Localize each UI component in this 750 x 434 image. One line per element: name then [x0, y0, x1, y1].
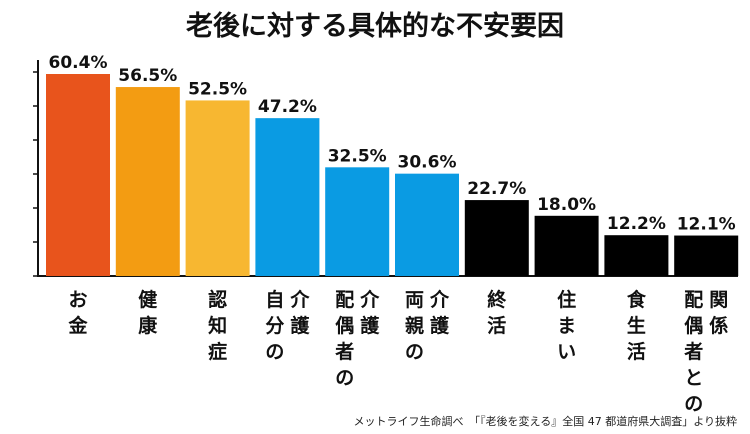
category-char: い [557, 341, 576, 363]
category-char: 分 [265, 315, 284, 337]
category-char: 認 [208, 288, 227, 311]
category-char: 金 [67, 314, 88, 337]
value-label-9: 12.2% [607, 214, 666, 234]
value-label-1: 60.4% [49, 53, 108, 73]
category-label-9: 食生活 [627, 288, 647, 363]
category-char: 食 [627, 288, 647, 311]
category-char: 活 [627, 340, 646, 363]
category-char: お [68, 289, 87, 311]
category-char: の [684, 393, 703, 415]
category-label-1: お金 [67, 289, 88, 337]
category-char: 護 [430, 314, 450, 337]
category-char: 康 [138, 314, 158, 337]
bar-10 [674, 235, 739, 276]
category-char: 関 [709, 289, 728, 311]
bar-8 [534, 215, 599, 276]
category-label-7: 終活 [487, 288, 507, 337]
bar-6 [395, 173, 459, 276]
category-char: 偶 [335, 314, 354, 337]
value-label-10: 12.1% [677, 215, 736, 235]
category-char: 係 [709, 314, 728, 337]
category-char: 配 [335, 289, 354, 311]
bar-1 [46, 74, 110, 276]
category-char: 終 [487, 288, 507, 311]
category-char: ま [557, 315, 576, 337]
value-label-4: 47.2% [258, 97, 317, 117]
category-char: と [684, 367, 703, 389]
category-char: の [335, 367, 354, 389]
bar-9 [604, 235, 669, 276]
category-char: 護 [290, 314, 310, 337]
category-label-3: 認知症 [208, 288, 227, 363]
category-char: 健 [138, 288, 157, 311]
category-char: 活 [487, 314, 506, 337]
category-char: の [265, 341, 284, 363]
chart-title: 老後に対する具体的な不安要因 [186, 10, 564, 42]
value-label-8: 18.0% [537, 195, 596, 215]
category-char: 住 [557, 288, 576, 311]
value-label-5: 32.5% [328, 146, 387, 166]
value-label-7: 22.7% [467, 179, 526, 199]
bar-5 [325, 167, 390, 276]
category-char: 両 [405, 289, 424, 311]
category-char: 知 [208, 314, 227, 337]
bars [46, 74, 739, 277]
bar-4 [255, 118, 320, 277]
category-char: 親 [405, 314, 424, 337]
category-char: 者 [684, 341, 703, 363]
value-labels: 60.4% 56.5% 52.5% 47.2% 32.5% 30.6% 22.7% 18.0%… [49, 53, 736, 235]
value-label-6: 30.6% [398, 153, 457, 173]
category-char: 配 [684, 289, 703, 311]
category-char: 生 [627, 314, 646, 337]
category-char: 介 [359, 288, 380, 311]
value-label-3: 52.5% [188, 79, 247, 99]
category-label-8: 住まい [557, 288, 576, 363]
bar-3 [185, 100, 250, 276]
value-label-2: 56.5% [118, 66, 177, 86]
category-char: 自 [265, 288, 284, 311]
category-char: の [405, 341, 424, 363]
category-char: 者 [335, 341, 354, 363]
category-char: 症 [208, 340, 227, 363]
category-label-2: 健康 [138, 288, 158, 337]
bar-7 [464, 200, 529, 276]
category-char: 介 [289, 288, 310, 311]
category-char: 護 [360, 314, 380, 337]
source-note: メットライフ生命調べ 「『老後を変える』全国 47 都道府県大調査」より抜粋 [354, 414, 737, 428]
category-char: 偶 [684, 314, 703, 337]
category-char: 介 [429, 288, 450, 311]
bar-2 [115, 87, 180, 276]
